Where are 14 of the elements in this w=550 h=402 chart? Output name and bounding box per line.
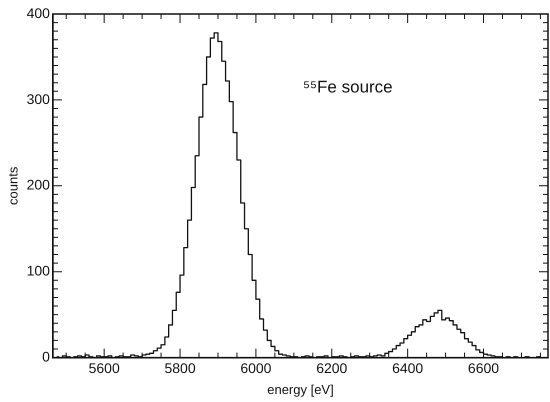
y-tick-label: 300 [26, 90, 50, 107]
x-tick-label: 6000 [240, 360, 272, 376]
x-tick-label: 5800 [164, 360, 196, 376]
y-tick-label: 100 [26, 262, 50, 279]
x-tick-label: 6200 [316, 360, 348, 376]
x-axis-title: energy [eV] [267, 382, 334, 397]
x-tick-label: 6400 [392, 360, 424, 376]
x-tick-label: 6600 [468, 360, 500, 376]
y-tick-label: 200 [26, 176, 50, 193]
y-tick-label: 400 [26, 4, 50, 21]
annotation: ⁵⁵Fe source [302, 78, 393, 97]
y-axis-title: counts [5, 166, 20, 205]
x-tick-label: 5600 [88, 360, 120, 376]
y-tick-label: 0 [42, 348, 50, 364]
